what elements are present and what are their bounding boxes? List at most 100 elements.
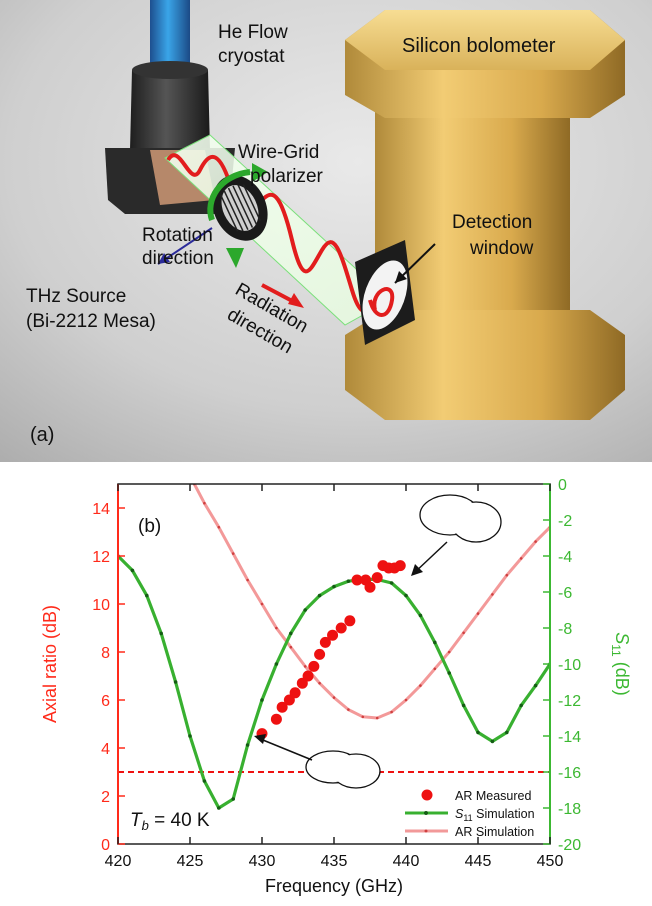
ar-simulation-point	[260, 602, 264, 606]
ar-measured-point	[302, 670, 314, 682]
right-tick-label: -4	[558, 549, 572, 566]
ar-simulation-point	[318, 681, 321, 685]
s11-simulation-point	[461, 703, 466, 708]
label-detection-line1: Detection	[452, 212, 532, 233]
label-polarizer-line1: Wire-Grid	[238, 142, 319, 163]
s11-simulation-point	[159, 631, 163, 636]
wire-grid-polarizer	[207, 163, 268, 268]
legend-label-s11-main: S	[455, 807, 464, 821]
s11-simulation-point	[490, 739, 495, 744]
s11-simulation-point	[317, 593, 322, 598]
ar-simulation-point	[347, 708, 350, 711]
s11-simulation-point	[505, 730, 509, 735]
panel-a-label: (a)	[30, 424, 54, 446]
temperature-annotation-sub: b	[142, 818, 149, 833]
ar-simulation-point	[375, 716, 379, 720]
ar-measured-point	[319, 636, 331, 648]
left-tick-label: 4	[101, 741, 110, 758]
s11-simulation-point	[332, 584, 336, 589]
legend: AR Measured S11 Simulation AR Simulation	[405, 789, 535, 839]
s11-simulation-point	[274, 662, 279, 666]
legend-dot-s11	[424, 811, 428, 815]
right-tick-label: -8	[558, 621, 572, 638]
ar-measured-point	[364, 581, 376, 593]
legend-label-ar-sim: AR Simulation	[455, 825, 534, 839]
x-tick-label: 425	[177, 853, 204, 870]
label-polarizer-line2: polarizer	[250, 166, 324, 187]
ar-measured-point	[371, 572, 383, 584]
s11-simulation-point	[217, 806, 221, 810]
ar-measured-point	[327, 629, 339, 641]
ar-simulation-point	[404, 698, 408, 702]
polarization-ellipse-inset-high	[411, 494, 502, 576]
ar-simulation-point	[303, 665, 307, 668]
right-axis-label: S11 (dB)	[609, 632, 632, 696]
right-axis-label-sub: 11	[609, 644, 623, 657]
legend-marker-ar-measured	[421, 789, 433, 801]
label-cryostat-line1: He Flow	[218, 22, 288, 43]
x-tick-label: 430	[249, 853, 276, 870]
left-tick-label: 6	[101, 693, 110, 710]
ar-measured-point	[351, 574, 363, 586]
s11-simulation-point	[389, 581, 394, 585]
x-tick-label: 435	[321, 853, 348, 870]
s11-simulation-point	[202, 779, 207, 783]
left-tick-label: 2	[101, 789, 110, 806]
s11-simulation-group	[118, 554, 550, 810]
label-source-line2: (Bi-2212 Mesa)	[26, 311, 156, 332]
right-tick-label: -10	[558, 657, 581, 674]
right-tick-label: -16	[558, 765, 581, 782]
label-rotation-line2: direction	[142, 248, 214, 269]
ar-simulation-point	[534, 540, 537, 543]
s11-simulation-point	[418, 613, 423, 618]
ar-simulation-point	[505, 573, 509, 577]
ar-simulation-point	[203, 501, 206, 505]
s11-simulation-point	[245, 743, 250, 747]
legend-label-s11-sub: 11	[463, 813, 472, 823]
legend-label-s11-rest: Simulation	[473, 807, 535, 821]
right-axis-label-main: S	[612, 632, 632, 644]
left-axis-label: Axial ratio (dB)	[40, 605, 60, 723]
ar-simulation-point	[476, 612, 480, 615]
x-tick-label: 450	[537, 853, 564, 870]
s11-simulation-point	[130, 568, 135, 573]
ar-simulation-point	[361, 715, 365, 719]
right-tick-label: -12	[558, 693, 581, 710]
ar-simulation-point	[246, 578, 249, 582]
s11-simulation-point	[289, 631, 293, 636]
ar-measured-point	[276, 701, 288, 713]
temperature-annotation-rest: = 40 K	[149, 810, 210, 831]
ar-measured-point	[394, 560, 406, 572]
temperature-annotation: Tb = 40 K	[130, 810, 210, 833]
ar-simulation-point	[231, 552, 235, 555]
right-tick-label: -14	[558, 729, 581, 746]
ar-simulation-point	[462, 631, 465, 635]
legend-dot-ar-sim	[424, 829, 428, 833]
s11-simulation-point	[303, 608, 308, 612]
s11-simulation-point	[145, 593, 149, 598]
ar-simulation-point	[390, 710, 393, 714]
left-tick-label: 10	[92, 597, 110, 614]
right-tick-label: -2	[558, 513, 572, 530]
ar-simulation-point	[419, 684, 422, 687]
s11-simulation-point	[231, 797, 235, 801]
x-axis-ticks: 420 425 430 435 440 445 450	[105, 484, 564, 870]
x-tick-label: 440	[393, 853, 420, 870]
s11-simulation-point	[173, 680, 178, 684]
ar-simulation-point	[289, 645, 293, 649]
s11-simulation-point	[476, 730, 480, 735]
experimental-setup-illustration: He Flow cryostat Silicon bolometer Wire-…	[0, 0, 652, 462]
ar-simulation-line	[192, 484, 550, 720]
s11-simulation-point	[346, 579, 351, 583]
s11-simulation-point	[447, 671, 452, 675]
panel-b-label: (b)	[138, 516, 161, 537]
right-axis-ticks: 0 -2 -4 -6 -8 -10 -12 -14 -16 -18 -20	[543, 477, 581, 854]
left-tick-label: 8	[101, 645, 110, 662]
right-tick-label: -6	[558, 585, 572, 602]
radiation-direction-arrowhead	[288, 293, 304, 308]
legend-label-ar-measured: AR Measured	[455, 789, 531, 803]
left-axis-ticks: 0 2 4 6 8 10 12 14	[92, 484, 125, 854]
ar-simulation-group	[192, 484, 550, 720]
label-detection-line2: window	[469, 238, 534, 259]
